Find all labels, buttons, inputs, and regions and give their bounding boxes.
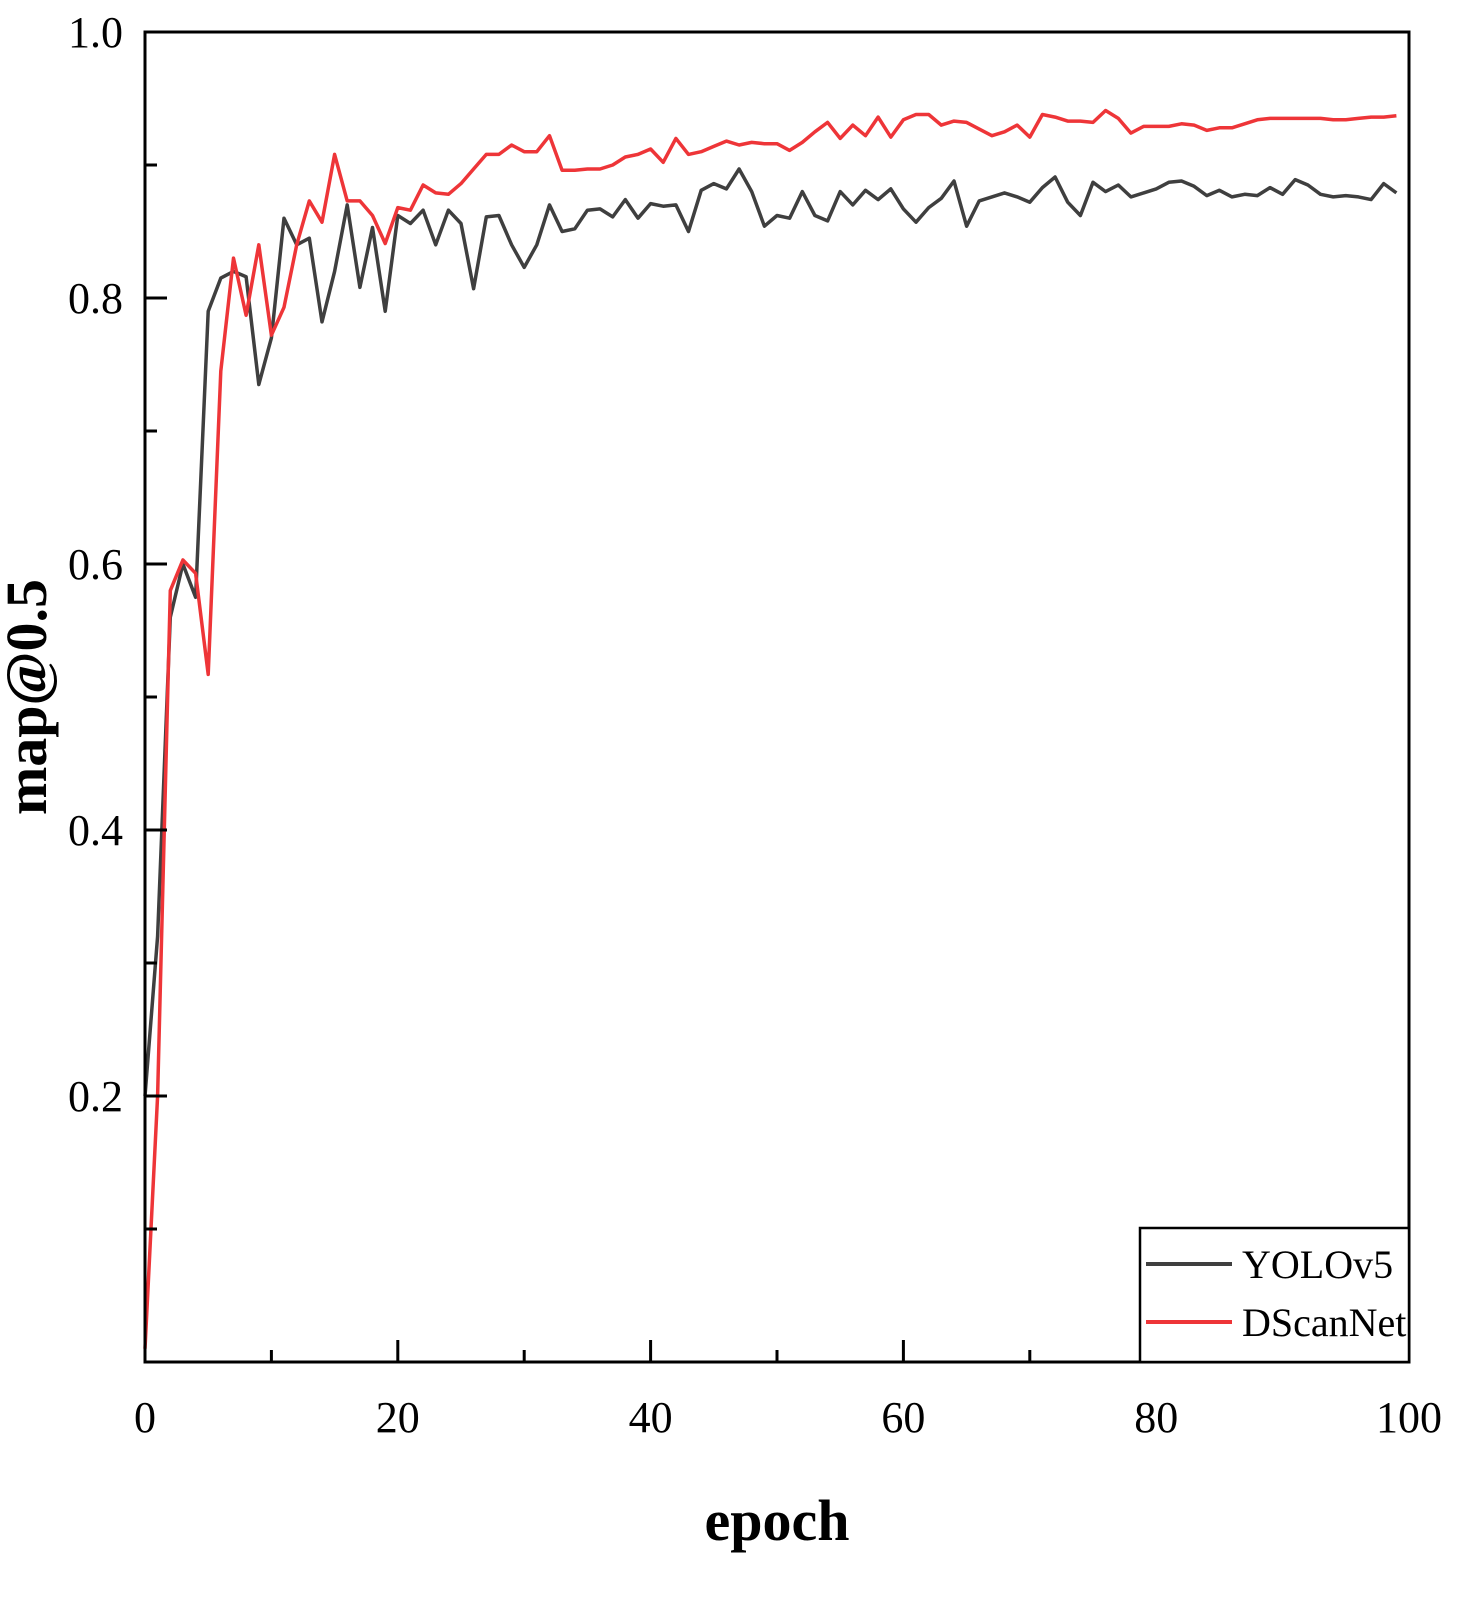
legend-label-dscannet: DScanNet [1242,1300,1406,1345]
y-tick-label: 0.4 [68,806,123,855]
x-tick-label: 60 [881,1393,925,1442]
x-tick-label: 20 [376,1393,420,1442]
y-tick-label: 0.6 [68,540,123,589]
legend-label-yolov5: YOLOv5 [1242,1242,1393,1287]
x-tick-label: 100 [1376,1393,1442,1442]
legend-box [1138,1226,1411,1364]
y-axis-title: map@0.5 [0,579,59,815]
y-tick-label: 1.0 [68,8,123,57]
legend: YOLOv5 DScanNet [1138,1226,1411,1364]
series-line-dscannet [143,108,1397,1349]
y-axis-ticks: 0.2 0.4 0.6 0.8 1.0 [68,8,167,1231]
x-tick-label: 0 [134,1393,156,1442]
x-tick-label: 40 [629,1393,673,1442]
series-line-yolov5 [143,167,1398,1097]
x-axis-ticks: 0 20 40 60 80 100 [134,1340,1442,1442]
y-tick-label: 0.8 [68,274,123,323]
x-axis-title: epoch [705,1488,850,1553]
plot-lines [143,108,1398,1349]
x-tick-label: 80 [1134,1393,1178,1442]
y-tick-label: 0.2 [68,1072,123,1121]
